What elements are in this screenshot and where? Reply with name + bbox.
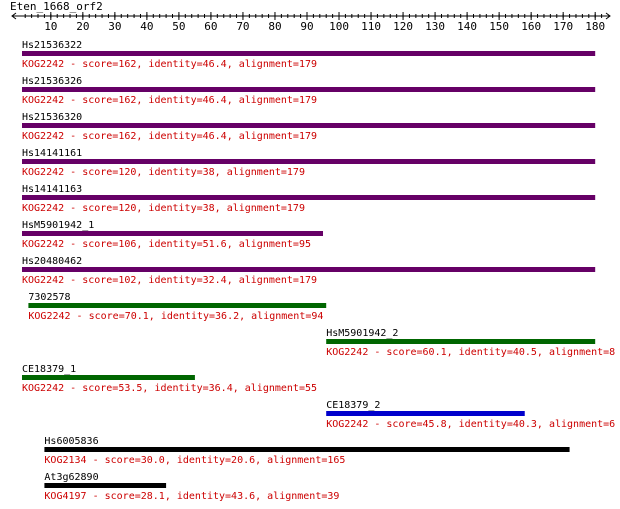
hit-annotation: KOG2242 - score=106, identity=51.6, alig…: [22, 239, 311, 250]
hit-bar: [22, 159, 596, 164]
hit-name: Hs20480462: [22, 256, 82, 267]
hit-name: HsM5901942_1: [22, 220, 94, 231]
hit-row: Hs14141163 KOG2242 - score=120, identity=…: [22, 184, 596, 214]
ruler-tick-label: 50: [172, 20, 185, 33]
hit-row: Hs20480462 KOG2242 - score=102, identity=…: [22, 256, 596, 286]
hit-bar: [22, 123, 596, 128]
hit-annotation: KOG2242 - score=120, identity=38, alignm…: [22, 203, 305, 214]
hit-bar: [22, 231, 324, 236]
hit-bar: [28, 303, 327, 308]
hit-name: HsM5901942_2: [326, 328, 398, 339]
position-ruler: 10 20 30 40 50 60 70 80 90 100 110 120 130 140 150 160 1…: [11, 12, 611, 33]
ruler-tick-label: 40: [140, 20, 153, 33]
hit-row: CE18379_1 KOG2242 - score=53.5, identity=…: [22, 364, 317, 394]
hit-name: At3g62890: [44, 472, 98, 483]
ruler-tick-label: 10: [44, 20, 57, 33]
hit-row: Hs14141161 KOG2242 - score=120, identity=…: [22, 148, 596, 178]
hit-row: CE18379_2 KOG2242 - score=45.8, identity=…: [326, 400, 615, 430]
hit-bar: [22, 51, 596, 56]
ruler-tick-label: 180: [585, 20, 605, 33]
hit-row: Hs6005836 KOG2134 - score=30.0, identity=…: [44, 436, 570, 466]
hit-annotation: KOG2242 - score=102, identity=32.4, alig…: [22, 275, 317, 286]
hit-bar: [44, 447, 570, 452]
ruler-tick-label: 80: [268, 20, 281, 33]
hit-bar: [22, 375, 195, 380]
hit-name: Hs6005836: [44, 436, 98, 447]
hit-annotation: KOG2242 - score=45.8, identity=40.3, ali…: [326, 419, 615, 430]
hit-annotation: KOG2242 - score=53.5, identity=36.4, ali…: [22, 383, 317, 394]
ruler-tick-label: 70: [236, 20, 249, 33]
hit-name: CE18379_1: [22, 364, 76, 375]
ruler-right-arrow: [605, 12, 611, 20]
hit-bar: [22, 87, 596, 92]
hit-annotation: KOG2242 - score=162, identity=46.4, alig…: [22, 59, 317, 70]
hit-annotation: KOG2242 - score=120, identity=38, alignm…: [22, 167, 305, 178]
hit-list: Hs21536322 KOG2242 - score=162, identity=…: [22, 40, 615, 502]
hit-name: Hs21536320: [22, 112, 82, 123]
hit-annotation: KOG2242 - score=60.1, identity=40.5, ali…: [326, 347, 615, 358]
hit-row: Hs21536322 KOG2242 - score=162, identity=…: [22, 40, 596, 70]
ruler-tick-label: 90: [300, 20, 313, 33]
hit-row: HsM5901942_1 KOG2242 - score=106, identit…: [22, 220, 324, 250]
ruler-tick-label: 130: [425, 20, 445, 33]
ruler-tick-label: 20: [76, 20, 89, 33]
hit-bar: [22, 195, 596, 200]
hit-row: 7302578 KOG2242 - score=70.1, identity=36…: [28, 292, 327, 322]
hit-name: Hs21536322: [22, 40, 82, 51]
hit-annotation: KOG2134 - score=30.0, identity=20.6, ali…: [44, 455, 345, 466]
hit-row: Hs21536326 KOG2242 - score=162, identity=…: [22, 76, 596, 106]
ruler-tick-label: 160: [521, 20, 541, 33]
hit-annotation: KOG4197 - score=28.1, identity=43.6, ali…: [44, 491, 339, 502]
hit-row: At3g62890 KOG4197 - score=28.1, identity=…: [44, 472, 339, 502]
hit-bar: [326, 339, 596, 344]
ruler-tick-label: 100: [329, 20, 349, 33]
hit-bar: [44, 483, 167, 488]
hit-bar: [22, 267, 596, 272]
hit-annotation: KOG2242 - score=162, identity=46.4, alig…: [22, 95, 317, 106]
ruler-tick-label: 60: [204, 20, 217, 33]
hit-row: Hs21536320 KOG2242 - score=162, identity=…: [22, 112, 596, 142]
hit-name: 7302578: [28, 292, 70, 303]
hit-bar: [326, 411, 525, 416]
ruler-tick-label: 110: [361, 20, 381, 33]
sequence-title: Eten_1668_orf2: [10, 0, 103, 13]
hit-name: Hs21536326: [22, 76, 82, 87]
ruler-tick-label: 170: [553, 20, 573, 33]
hit-name: CE18379_2: [326, 400, 380, 411]
ruler-tick-label: 120: [393, 20, 413, 33]
ruler-tick-label: 150: [489, 20, 509, 33]
hit-name: Hs14141163: [22, 184, 82, 195]
ruler-tick-label: 140: [457, 20, 477, 33]
ruler-tick-label: 30: [108, 20, 121, 33]
hit-row: HsM5901942_2 KOG2242 - score=60.1, identi…: [326, 328, 615, 358]
ruler-left-arrow: [11, 12, 17, 20]
hit-annotation: KOG2242 - score=162, identity=46.4, alig…: [22, 131, 317, 142]
hit-name: Hs14141161: [22, 148, 82, 159]
hit-annotation: KOG2242 - score=70.1, identity=36.2, ali…: [28, 311, 323, 322]
